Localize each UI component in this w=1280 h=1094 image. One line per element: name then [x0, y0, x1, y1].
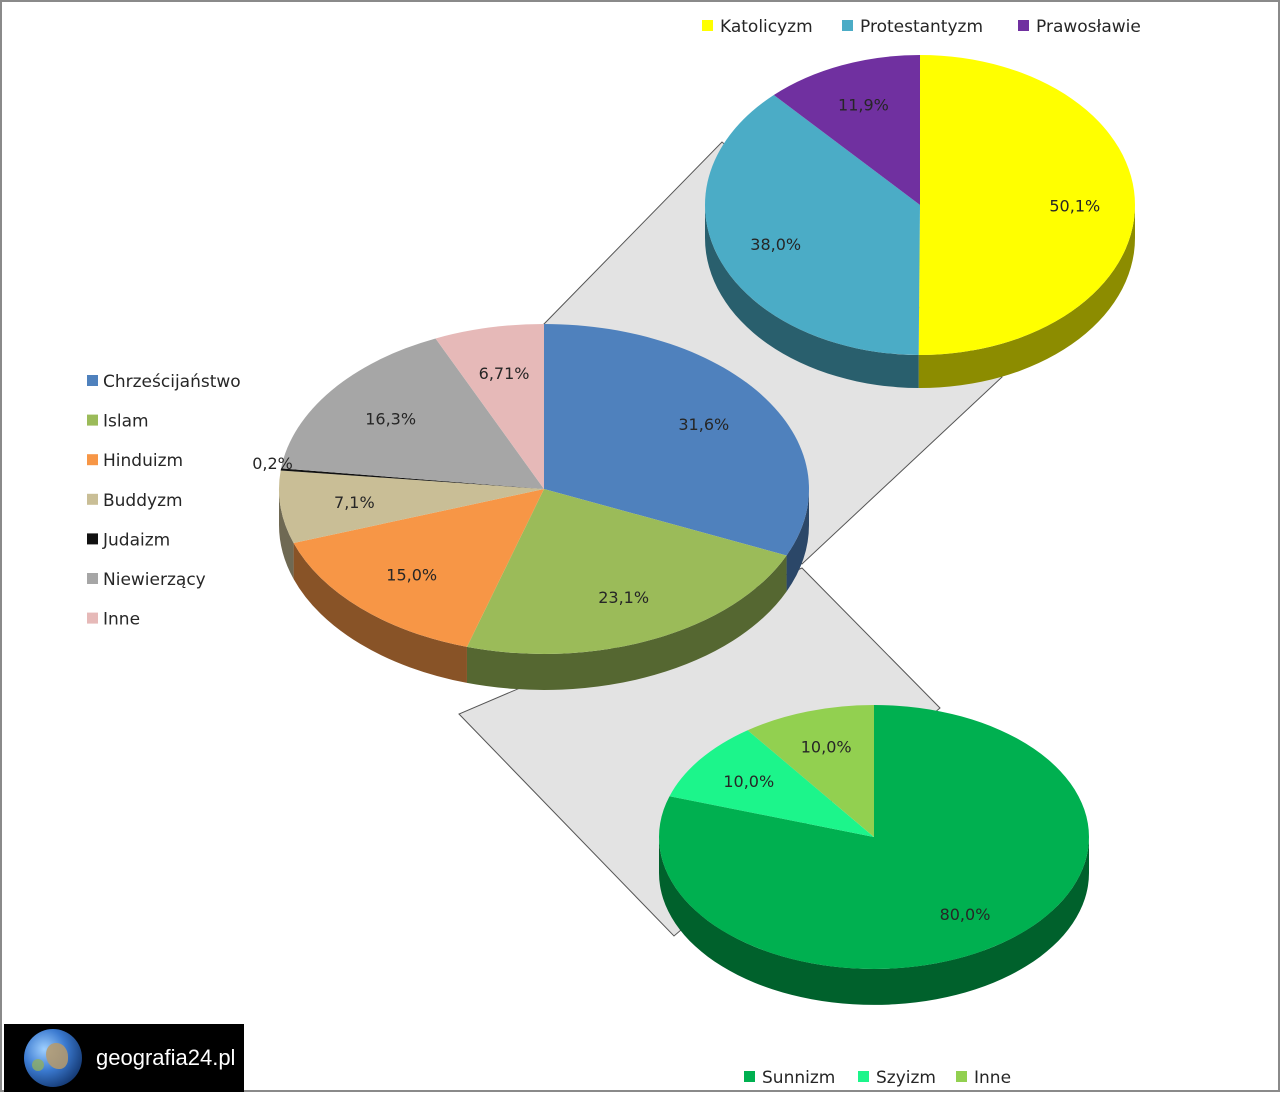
legend-label-buddyzm: Buddyzm [103, 491, 183, 511]
pie-0-label-islam: 23,1% [598, 588, 649, 607]
legend-label-katolicyzm: Katolicyzm [720, 17, 813, 37]
pie-0: 31,6% 23,1% 15,0% 7,1% 0,2% 16,3% 6,71% [252, 324, 809, 690]
legends: Chrześcijaństwo Islam Hinduizm Buddyzm Judai… [87, 17, 1141, 1088]
pie-0-slice-hinduizm [293, 489, 544, 647]
legend-label-chrzescijanstwo: Chrześcijaństwo [103, 372, 241, 392]
watermark: geografia24.pl [4, 1024, 244, 1092]
legend-label-protestantyzm: Protestantyzm [860, 17, 983, 37]
pie-0-label-niewierzacy: 16,3% [365, 409, 416, 428]
legend-label-niewierzacy: Niewierzący [103, 570, 206, 590]
pie-0-slice-buddyzm [279, 470, 544, 544]
pie-2-slice-szyizm [669, 730, 874, 837]
pie-0-slice-niewierzacy [281, 338, 544, 489]
pies: 31,6% 23,1% 15,0% 7,1% 0,2% 16,3% 6,71% 50,1% 38… [252, 55, 1135, 1005]
legend-label-inne: Inne [103, 610, 140, 630]
pie-0-slice-islam [466, 489, 787, 654]
pie-1-slice-protestantyzm [705, 95, 920, 355]
pie-0-slice-inne [435, 324, 544, 489]
pie-1-label-prawoslawie: 11,9% [838, 95, 889, 114]
pie-0-label-chrzescijanstwo: 31,6% [678, 415, 729, 434]
legend-label-szyizm: Szyizm [876, 1068, 936, 1088]
pie-2-slice-inne [747, 705, 874, 837]
pie-1-slice-prawoslawie [773, 55, 920, 205]
pie-1-slice-katolicyzm [918, 55, 1135, 355]
pie-2-label-inne: 10,0% [801, 738, 852, 757]
legend-label-judaizm: Judaizm [102, 530, 170, 550]
pie-2: 80,0% 10,0% 10,0% [659, 705, 1090, 1005]
legend-swatch-protestantyzm [842, 20, 853, 31]
pie-2-label-sunnizm: 80,0% [940, 905, 991, 924]
legend-swatch-chrzescijanstwo [87, 375, 98, 386]
pie-1-label-katolicyzm: 50,1% [1049, 196, 1100, 215]
pie-0-side-hinduizm [293, 543, 467, 683]
legend-label-islam: Islam [103, 412, 149, 432]
pie-1-side-katolicyzm [918, 205, 1135, 388]
pie-1-label-protestantyzm: 38,0% [750, 235, 801, 254]
legend-label-inne: Inne [974, 1068, 1011, 1088]
legend-label-hinduizm: Hinduizm [103, 451, 183, 471]
legend-swatch-hinduizm [87, 454, 98, 466]
pie-2-side-sunnizm [659, 837, 1089, 1005]
watermark-text: geografia24.pl [96, 1045, 236, 1070]
pie-0-label-judaizm: 0,2% [252, 454, 293, 473]
legend-swatch-szyizm [858, 1071, 869, 1082]
pie-2-slice-sunnizm [659, 705, 1090, 970]
pie-0-label-hinduizm: 15,0% [386, 566, 437, 585]
legend-swatch-katolicyzm [702, 20, 713, 31]
pie-0-side-buddyzm [279, 489, 294, 580]
legend-label-prawoslawie: Prawosławie [1036, 17, 1141, 37]
legend-swatch-buddyzm [87, 493, 98, 505]
legend-swatch-prawoslawie [1018, 20, 1029, 31]
legend-swatch-islam [87, 414, 98, 426]
legend-swatch-inne [87, 612, 98, 624]
legend-swatch-niewierzacy [87, 573, 98, 584]
pie-1-side-protestantyzm [705, 205, 919, 388]
pie-0-slice-chrzescijanstwo [544, 324, 809, 556]
pie-0-label-buddyzm: 7,1% [334, 493, 375, 512]
legend-swatch-inne [956, 1071, 967, 1082]
pie-1: 50,1% 38,0% 11,9% [705, 55, 1135, 388]
legend-label-sunnizm: Sunnizm [762, 1068, 835, 1088]
pie-2-label-szyizm: 10,0% [723, 772, 774, 791]
pie-0-label-inne: 6,71% [479, 364, 530, 383]
globe-icon [24, 1029, 82, 1087]
legend-swatch-sunnizm [744, 1071, 755, 1082]
pie-0-slice-judaizm [280, 468, 544, 489]
pie-0-side-islam [466, 555, 787, 690]
pie-0-side-chrzescijanstwo [786, 489, 809, 592]
legend-swatch-judaizm [87, 533, 98, 545]
